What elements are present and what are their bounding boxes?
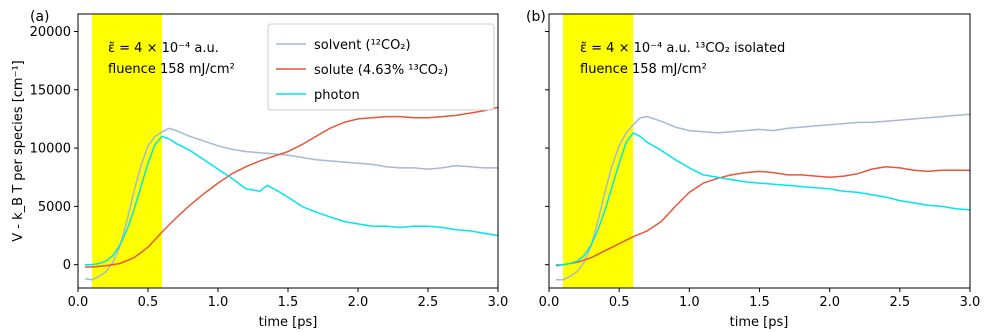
legend: solvent (¹²CO₂) solute (4.63% ¹³CO₂) pho… [267,23,495,111]
series-line-1 [555,165,970,267]
panel-label-a: (a) [30,9,50,25]
x-tick-label: 1.0 [208,295,229,310]
legend-label-solvent: solvent (¹²CO₂) [314,38,411,53]
y-axis-label-a: V - k_B T per species [cm⁻¹] [11,60,26,241]
series-line-1 [85,106,498,268]
panel-b: 0.0 0.5 1.0 1.5 2.0 2.5 3.0 (b) time [ps] ε̃ =… [526,9,980,330]
panel-label-b: (b) [526,9,546,25]
x-tick-label: 1.5 [749,295,770,310]
legend-box [267,23,495,111]
series-line-0 [84,127,498,281]
annotation-line-2-b: fluence 158 mJ/cm² [580,62,707,77]
panel-a: 0.0 0.5 1.0 1.5 2.0 2.5 3.0 0 5000 10000 15000 200… [11,9,508,330]
y-tick-label: 0 [63,258,71,273]
x-axis-label-b: time [ps] [730,315,789,330]
y-axis-ticks-a: 0 5000 10000 15000 20000 [30,25,78,273]
x-tick-label: 2.0 [819,295,840,310]
x-tick-label: 2.5 [418,295,439,310]
y-tick-label: 5000 [38,200,71,215]
series-line-2 [85,135,498,266]
shaded-region [92,14,162,288]
x-tick-label: 1.5 [278,295,299,310]
x-axis-label-a: time [ps] [259,315,318,330]
x-tick-label: 0.5 [609,295,630,310]
annotation-line-1-b: ε̃ = 4 × 10⁻⁴ a.u. ¹³CO₂ isolated [580,41,785,56]
legend-label-photon: photon [314,88,360,103]
x-axis-ticks-b: 0.0 0.5 1.0 1.5 2.0 2.5 3.0 [539,288,981,310]
x-tick-label: 0.0 [68,295,89,310]
y-axis-ticks-b [545,30,549,266]
series-line-0 [556,113,970,281]
x-tick-label: 0.5 [138,295,159,310]
y-tick-label: 10000 [30,142,71,157]
x-tick-label: 3.0 [488,295,509,310]
x-tick-label: 2.5 [889,295,910,310]
excitation-window-a [92,14,162,288]
series-line-2 [556,132,970,266]
x-tick-label: 1.0 [679,295,700,310]
x-axis-ticks-a: 0.0 0.5 1.0 1.5 2.0 2.5 3.0 [68,288,509,310]
x-tick-label: 0.0 [539,295,560,310]
y-tick-label: 20000 [30,25,71,40]
legend-label-solute: solute (4.63% ¹³CO₂) [314,63,448,78]
annotation-line-2-a: fluence 158 mJ/cm² [108,62,235,77]
y-tick-label: 15000 [30,83,71,98]
x-tick-label: 3.0 [960,295,981,310]
annotation-line-1-a: ε̃ = 4 × 10⁻⁴ a.u. [108,41,219,56]
x-tick-label: 2.0 [348,295,369,310]
